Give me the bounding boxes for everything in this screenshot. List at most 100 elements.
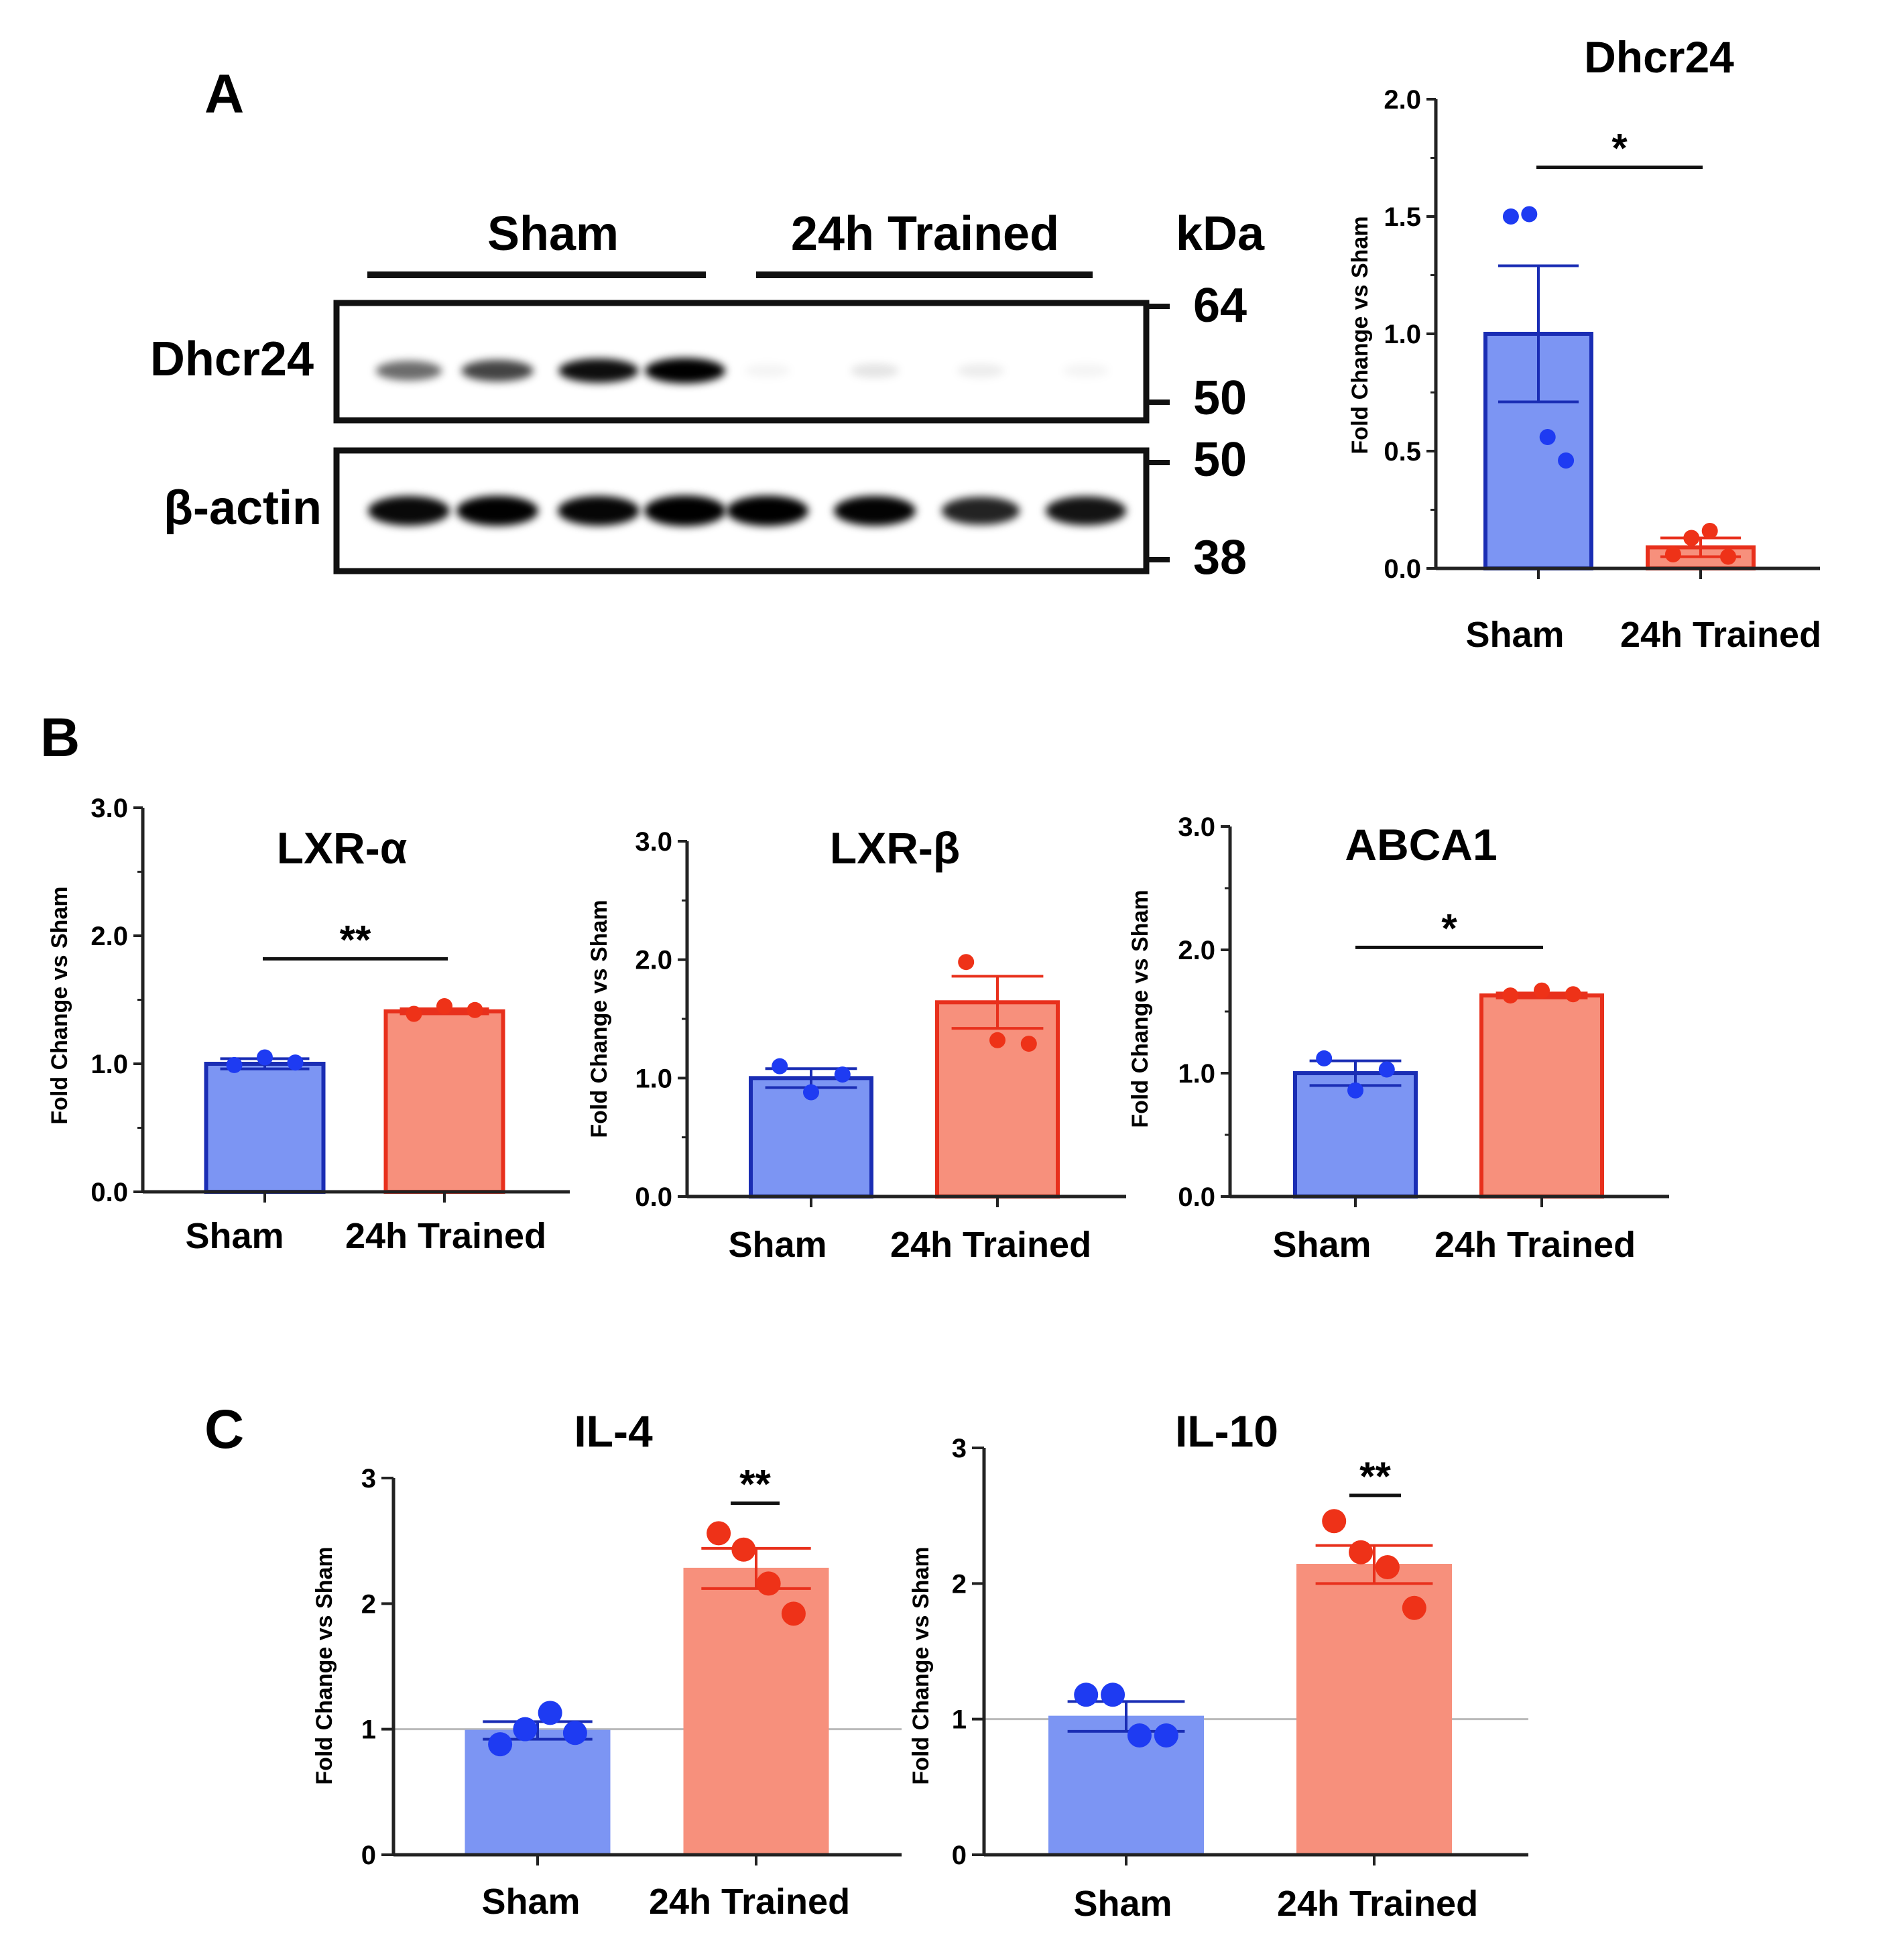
chart-lxr-alpha: 0.0 1.0 2.0 3.0 Sham 24h Trained LXR-α Fold Cha… [47, 794, 570, 1256]
data-point [772, 1058, 788, 1075]
y-tick-label: 0 [361, 1841, 376, 1870]
y-axis-label: Fold Change vs Sham [587, 900, 612, 1138]
blot-band [727, 495, 808, 526]
bar-sham [465, 1729, 611, 1856]
y-tick-label: 0.0 [635, 1182, 672, 1212]
blot-group-sham: Sham [487, 207, 619, 261]
chart-il-10: 0 1 2 3 Sham 24h Trained IL-10 Fold Change vs S… [908, 1406, 1528, 1924]
data-point [406, 1005, 422, 1022]
y-tick-label: 3 [361, 1464, 376, 1493]
chart-title: IL-10 [1175, 1406, 1278, 1456]
data-point [562, 1721, 587, 1745]
western-blot: Sham 24h Trained kDa Dhcr24 64 50 β-acti… [150, 207, 1265, 585]
data-point [257, 1049, 273, 1066]
y-tick-label: 2.0 [1178, 936, 1215, 965]
blot-band [644, 495, 726, 526]
y-tick-label: 1.5 [1384, 202, 1421, 232]
data-point [1521, 206, 1538, 223]
bar-24h-trained [1296, 1564, 1452, 1855]
data-point [287, 1054, 304, 1071]
blot-band [461, 359, 534, 382]
blot-band [456, 495, 538, 526]
chart-title: LXR-β [830, 823, 960, 873]
category-label-24h-trained: 24h Trained [345, 1216, 546, 1256]
data-point [834, 1066, 851, 1083]
y-tick-label: 2 [361, 1589, 376, 1619]
data-point [1154, 1723, 1178, 1748]
blot-row-label-actin: β-actin [164, 481, 322, 535]
data-point [707, 1521, 731, 1546]
chart-title: LXR-α [277, 823, 408, 873]
y-axis-label: Fold Change vs Sham [908, 1546, 934, 1784]
data-point [467, 1001, 483, 1018]
kda-header: kDa [1176, 207, 1265, 261]
y-tick-label: 0.0 [1178, 1182, 1215, 1212]
blot-membrane-dhcr24 [333, 300, 1150, 424]
data-point [1402, 1595, 1426, 1620]
bar-24h-trained [935, 1000, 1060, 1199]
blot-band [941, 497, 1020, 525]
category-label-sham: Sham [1073, 1884, 1172, 1924]
data-point [1720, 548, 1737, 565]
data-point [1539, 429, 1556, 445]
significance-label: * [1611, 126, 1628, 171]
blot-group-trained: 24h Trained [791, 207, 1059, 261]
data-point [1683, 530, 1700, 546]
data-point [1565, 986, 1581, 1003]
data-point [1664, 546, 1681, 562]
marker-label-38: 38 [1193, 531, 1247, 585]
y-tick-label: 1.0 [1178, 1059, 1215, 1089]
blot-band [558, 358, 639, 383]
y-tick-label: 0.5 [1384, 437, 1421, 467]
data-point [436, 998, 452, 1015]
significance-label: ** [340, 917, 371, 962]
blot-band [1045, 496, 1127, 526]
y-tick-label: 0 [952, 1841, 967, 1870]
chart-title: ABCA1 [1345, 820, 1497, 869]
marker-label-50b: 50 [1193, 433, 1247, 487]
data-point [488, 1732, 513, 1757]
category-label-24h-trained: 24h Trained [890, 1225, 1091, 1265]
data-point [1347, 1082, 1363, 1099]
y-tick-label: 3.0 [635, 827, 672, 857]
panel-letter-a: A [204, 64, 244, 125]
data-point [1349, 1540, 1374, 1565]
data-point [538, 1701, 562, 1725]
y-axis-label: Fold Change vs Sham [312, 1546, 337, 1784]
y-tick-label: 3.0 [1178, 812, 1215, 842]
data-point [513, 1717, 538, 1741]
panel-letter-c: C [204, 1399, 244, 1460]
data-point [226, 1056, 243, 1073]
panel-letter-b: B [40, 707, 80, 768]
blot-band [957, 363, 1005, 378]
data-point [756, 1571, 781, 1596]
blot-band [1062, 364, 1109, 377]
blot-band [558, 495, 639, 526]
y-tick-label: 1.0 [635, 1064, 672, 1093]
blot-band [368, 495, 450, 526]
category-label-sham: Sham [728, 1225, 827, 1265]
blot-band [744, 364, 791, 377]
data-point [731, 1537, 756, 1562]
data-point [1101, 1682, 1125, 1707]
blot-band [834, 495, 916, 526]
category-label-24h-trained: 24h Trained [1435, 1225, 1636, 1265]
category-label-24h-trained: 24h Trained [649, 1882, 850, 1922]
y-tick-label: 2.0 [90, 922, 128, 951]
y-tick-label: 2.0 [635, 946, 672, 975]
bar-sham [204, 1062, 326, 1194]
significance-label: ** [739, 1461, 771, 1506]
category-label-sham: Sham [1465, 615, 1564, 655]
band-lane-group-dhcr24 [375, 358, 1109, 383]
bar-24h-trained [1479, 993, 1604, 1199]
data-point [781, 1601, 806, 1626]
blot-band [375, 361, 442, 381]
data-point [1502, 987, 1519, 1004]
chart-dhcr24: 0.0 0.5 1.0 1.5 2.0 Sham 24h Trained Dhcr24 Fold… [1347, 32, 1821, 655]
data-point [1534, 982, 1550, 999]
data-point [958, 954, 975, 971]
category-label-sham: Sham [1272, 1225, 1371, 1265]
y-tick-label: 3 [952, 1434, 967, 1463]
blot-row-label-dhcr24: Dhcr24 [150, 332, 314, 386]
